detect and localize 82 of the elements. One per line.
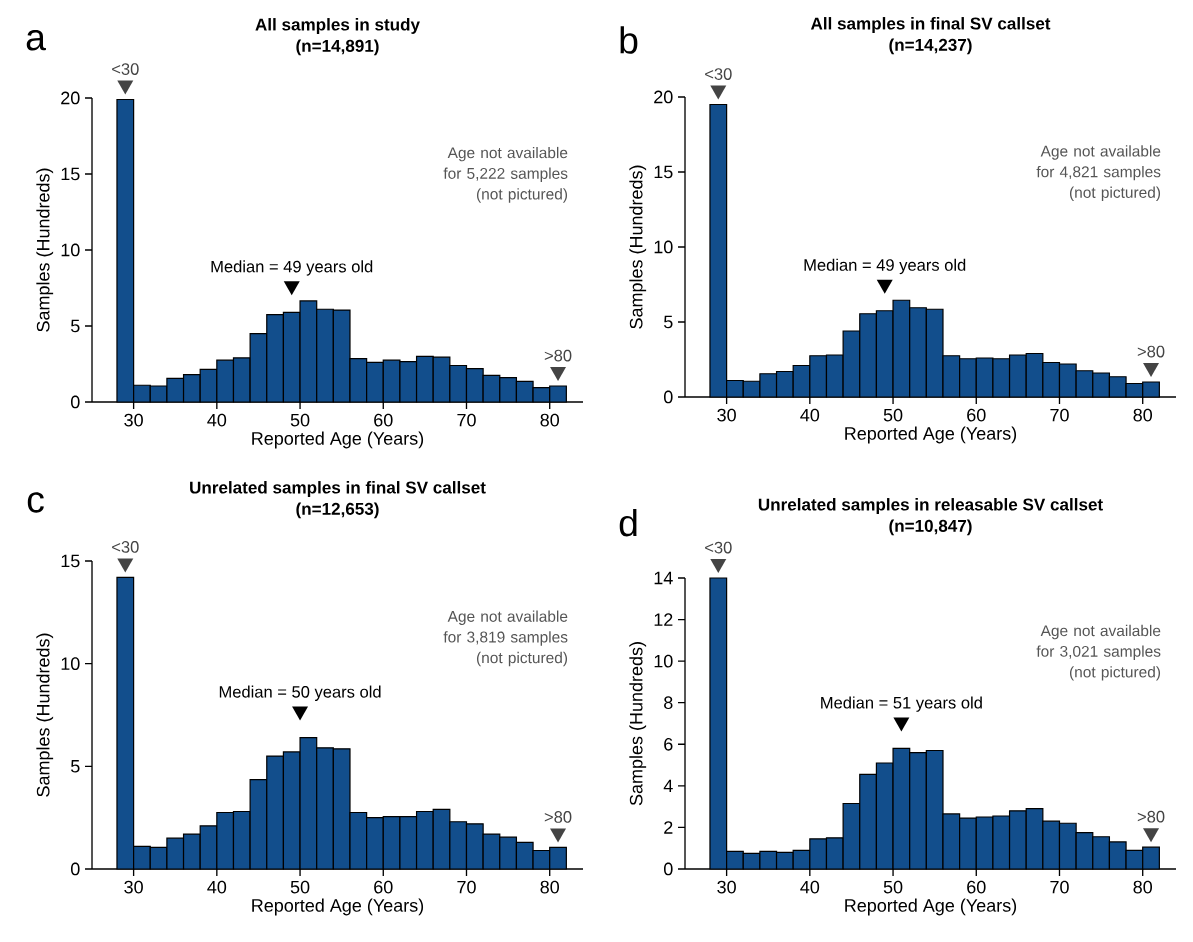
- annotation: Median = 49 years old: [211, 260, 373, 276]
- y-tick-label: 5: [71, 760, 80, 773]
- x-tick-label: 60: [374, 413, 393, 427]
- annotation: >80: [1137, 345, 1165, 358]
- y-tick-label: 12: [654, 613, 673, 626]
- x-tick-label: 70: [457, 880, 476, 894]
- y-tick-label: 4: [663, 779, 673, 793]
- x-tick-label: 80: [1133, 880, 1153, 894]
- y-tick-label: 0: [664, 390, 673, 404]
- y-tick-label: 2: [664, 821, 673, 834]
- y-tick-label: 20: [61, 91, 80, 105]
- y-axis-title: Samples (Hundreds): [36, 168, 54, 332]
- y-tick-label: 14: [654, 571, 673, 585]
- x-tick-label: 50: [883, 408, 903, 422]
- x-tick-label: 30: [124, 413, 143, 427]
- annotation: Age not available for 3,819 samples (not pictured): [443, 610, 568, 667]
- text: a: [26, 30, 46, 51]
- chart-subtitle: (n=14,891): [296, 39, 379, 56]
- y-axis-title: Samples (Hundreds): [629, 642, 647, 806]
- x-tick-label: 80: [1133, 408, 1153, 422]
- text: c: [27, 492, 44, 513]
- x-tick-label: 50: [290, 413, 310, 427]
- chart-title: Unrelated samples in releasable SV callset: [758, 498, 1103, 514]
- x-tick-label: 30: [124, 880, 143, 894]
- y-tick-label: 10: [61, 243, 80, 257]
- y-axis-title: Samples (Hundreds): [36, 633, 54, 797]
- x-axis-title: Reported Age (Years): [845, 426, 1017, 444]
- y-tick-label: 10: [61, 657, 80, 671]
- chart-title: All samples in final SV callset: [810, 17, 1051, 33]
- y-tick-label: 10: [654, 654, 673, 668]
- y-tick-label: 5: [71, 319, 80, 333]
- chart-subtitle: (n=10,847): [889, 519, 972, 536]
- annotation: <30: [112, 63, 139, 75]
- x-tick-label: 70: [457, 413, 476, 427]
- y-tick-label: 10: [654, 240, 673, 254]
- x-tick-label: 40: [207, 413, 227, 427]
- x-tick-label: 80: [540, 880, 560, 894]
- x-tick-label: 60: [967, 408, 986, 422]
- annotation: >80: [1137, 810, 1165, 823]
- y-tick-label: 8: [664, 696, 673, 710]
- chart-title: All samples in study: [255, 18, 420, 34]
- y-tick-label: 6: [664, 737, 673, 751]
- chart-title: Unrelated samples in final SV callset: [190, 481, 486, 497]
- annotation: Median = 50 years old: [219, 685, 381, 701]
- annotation: <30: [705, 68, 732, 80]
- annotation: <30: [112, 541, 139, 553]
- y-tick-label: 0: [664, 862, 673, 876]
- annotation: >80: [544, 349, 572, 362]
- annotation: >80: [544, 811, 572, 823]
- x-tick-label: 30: [717, 408, 736, 422]
- annotation: Median = 51 years old: [821, 696, 982, 712]
- x-tick-label: 40: [800, 408, 820, 422]
- y-axis-title: Samples (Hundreds): [629, 165, 647, 329]
- x-tick-label: 60: [967, 880, 986, 894]
- x-tick-label: 70: [1050, 408, 1069, 422]
- chart-subtitle: (n=12,653): [296, 502, 379, 519]
- annotation: Age not available for 5,222 samples (not pictured): [443, 146, 568, 203]
- x-tick-label: 50: [883, 880, 903, 894]
- y-tick-label: 5: [664, 315, 673, 329]
- y-tick-label: 0: [71, 395, 80, 409]
- x-tick-label: 50: [290, 880, 310, 894]
- chart-subtitle: (n=14,237): [889, 38, 972, 55]
- y-tick-label: 20: [654, 90, 673, 104]
- x-axis-title: Reported Age (Years): [252, 898, 424, 916]
- x-tick-label: 30: [717, 880, 736, 894]
- annotation: Age not available for 4,821 samples (not pictured): [1036, 145, 1161, 202]
- annotation: <30: [705, 541, 732, 554]
- x-tick-label: 40: [800, 880, 820, 894]
- x-axis-title: Reported Age (Years): [845, 898, 1017, 916]
- y-tick-label: 15: [654, 165, 673, 179]
- x-tick-label: 70: [1050, 880, 1069, 894]
- annotation: Median = 49 years old: [804, 258, 966, 275]
- x-axis-title: Reported Age (Years): [252, 431, 424, 449]
- text: b: [620, 26, 638, 54]
- y-tick-label: 15: [61, 554, 80, 568]
- annotation: Age not available for 3,021 samples (not pictured): [1036, 624, 1161, 681]
- x-tick-label: 80: [540, 413, 560, 427]
- y-tick-label: 0: [71, 862, 80, 876]
- x-tick-label: 40: [207, 880, 227, 894]
- x-tick-label: 60: [374, 880, 393, 894]
- text: d: [619, 509, 637, 537]
- y-tick-label: 15: [61, 167, 80, 181]
